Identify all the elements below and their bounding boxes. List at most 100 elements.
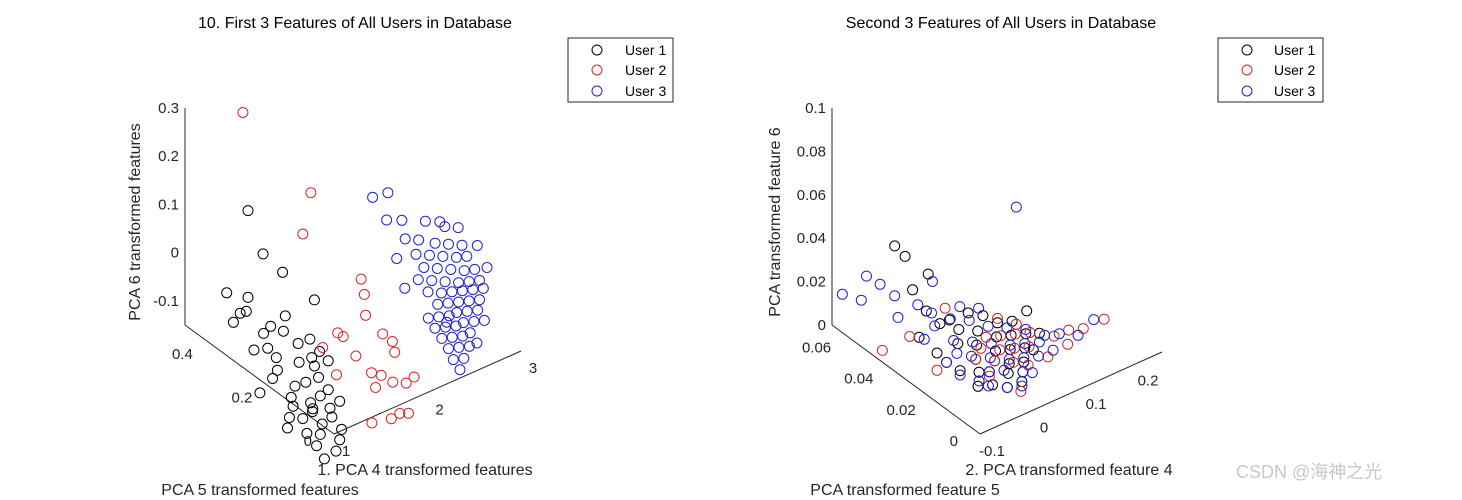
chart-1-point-series-1	[313, 371, 324, 383]
chart-2-point-series-2	[1062, 338, 1074, 350]
chart-1-point-series-3	[443, 310, 455, 322]
chart-1-point-series-3	[463, 295, 475, 307]
chart-2-point-series-1	[954, 365, 966, 377]
chart-2-z-tick-label: 0.04	[797, 230, 826, 247]
chart-1-point-series-3	[478, 314, 490, 326]
chart-1-point-series-1	[326, 411, 338, 423]
chart-1-point-series-1	[293, 356, 305, 368]
chart-1-point-series-3	[450, 320, 462, 332]
watermark: CSDN @海神之光	[1236, 462, 1382, 482]
chart-2-point-series-1	[920, 305, 932, 317]
chart-1-point-series-1	[262, 342, 274, 354]
chart-1-point-series-1	[283, 412, 295, 423]
chart-2-point-series-3	[1003, 353, 1015, 365]
chart-2-point-series-3	[984, 352, 996, 364]
chart-1-point-series-3	[413, 234, 425, 246]
chart-1-point-series-1	[240, 305, 252, 317]
chart-1-point-series-1	[324, 402, 336, 414]
chart-2-point-series-3	[1016, 380, 1028, 392]
chart-2-legend-box	[1217, 37, 1324, 103]
chart-1-y-axis-line	[184, 324, 335, 435]
chart-2-point-series-3	[951, 347, 963, 359]
chart-2-point-series-2	[995, 330, 1007, 342]
chart-2-point-series-3	[982, 380, 994, 392]
chart-1-point-series-1	[287, 400, 299, 412]
chart-2-point-series-2	[992, 312, 1003, 324]
chart-1-point-series-2	[360, 309, 372, 321]
chart-1-point-series-1	[300, 376, 312, 388]
chart-2-point-series-3	[983, 366, 995, 378]
chart-1-legend: User 1 User 2 User 3	[567, 37, 674, 103]
chart-1-point-series-3	[450, 251, 462, 263]
chart-1-point-series-3	[461, 305, 473, 317]
chart-1-point-series-3	[453, 341, 465, 353]
chart-1-point-series-3	[445, 264, 457, 275]
chart-2-point-series-1	[931, 347, 943, 359]
chart-1-point-series-2	[337, 331, 349, 343]
chart-1-point-series-2	[350, 350, 362, 362]
chart-1-point-series-2	[408, 371, 420, 383]
chart-1-point-series-1	[304, 333, 316, 345]
chart-1-z-tick-label: 0.2	[158, 148, 179, 165]
chart-2-x-tick-label: -0.1	[979, 443, 1005, 460]
chart-1-point-series-1	[336, 423, 348, 435]
chart-1-point-series-3	[458, 265, 470, 277]
chart-2-z-tick-label: 0	[818, 317, 826, 334]
chart-2-point-series-1	[992, 317, 1003, 329]
chart-2-point-series-3	[1088, 314, 1100, 326]
chart-1-point-series-3	[424, 249, 435, 261]
chart-2-point-series-3	[1004, 339, 1016, 351]
chart-2-legend-marker-2	[1241, 64, 1253, 76]
chart-1-point-series-1	[242, 291, 254, 303]
chart-1-point-series-3	[456, 285, 468, 297]
chart-2-point-series-1	[972, 325, 984, 337]
subplot-1: 10. First 3 Features of All Users in Dat…	[127, 15, 674, 499]
chart-2-point-series-3	[836, 288, 848, 300]
chart-1-point-series-3	[433, 311, 445, 323]
chart-2-point-series-3	[1020, 323, 1032, 335]
chart-1-point-series-3	[446, 331, 458, 343]
chart-2-y-axis-line	[831, 324, 981, 435]
chart-2-point-series-3	[1033, 336, 1045, 348]
chart-1-z-tick-label: 0.3	[158, 100, 179, 117]
chart-1-point-series-1	[257, 248, 269, 260]
chart-2-point-series-1	[1021, 305, 1033, 317]
chart-1-point-series-1	[242, 205, 254, 217]
chart-1-point-series-3	[447, 354, 459, 366]
chart-1-point-series-3	[439, 276, 451, 288]
chart-1-point-series-3	[443, 343, 454, 355]
chart-1-title: 10. First 3 Features of All Users in Dat…	[198, 15, 512, 32]
chart-2-point-series-3	[892, 311, 904, 323]
chart-1-point-series-1	[248, 344, 260, 356]
chart-1-point-series-3	[410, 248, 422, 260]
chart-1-point-series-1	[314, 346, 326, 357]
chart-2-point-series-3	[918, 333, 930, 345]
chart-1-point-series-3	[457, 330, 469, 342]
chart-2-x-tick-label: 0	[1040, 420, 1048, 437]
chart-2-point-series-2	[980, 331, 992, 343]
chart-2-point-series-3	[1047, 344, 1059, 356]
chart-1-ticks: -0.1 0 0.1 0.2 0.3 0 0.2 0.4 1 2 3	[153, 100, 537, 460]
chart-2-point-series-3	[1001, 322, 1013, 334]
chart-1-legend-box	[567, 37, 674, 103]
chart-1-point-series-1	[306, 352, 318, 364]
chart-1-point-series-2	[385, 413, 397, 425]
chart-1-point-series-1	[308, 294, 320, 306]
chart-2-point-series-3	[1019, 338, 1031, 349]
chart-1-point-series-3	[391, 253, 403, 264]
chart-1-point-series-2	[403, 407, 414, 419]
chart-1-point-series-2	[387, 376, 399, 388]
chart-1-point-series-1	[322, 355, 334, 367]
chart-1-point-series-3	[437, 250, 449, 262]
chart-1-point-series-2	[389, 346, 401, 358]
chart-2-point-series-3	[889, 290, 901, 302]
chart-2-point-series-3	[855, 294, 867, 306]
chart-1-point-series-2	[375, 369, 387, 381]
chart-2-legend-marker-3	[1241, 85, 1253, 97]
chart-2-point-series-3	[973, 375, 985, 387]
chart-2-point-series-1	[943, 314, 955, 326]
chart-1-y-tick-label: 0	[304, 433, 312, 450]
chart-1-point-series-1	[285, 391, 297, 403]
chart-2-point-series-3	[954, 301, 966, 313]
chart-1-point-series-1	[297, 413, 309, 425]
